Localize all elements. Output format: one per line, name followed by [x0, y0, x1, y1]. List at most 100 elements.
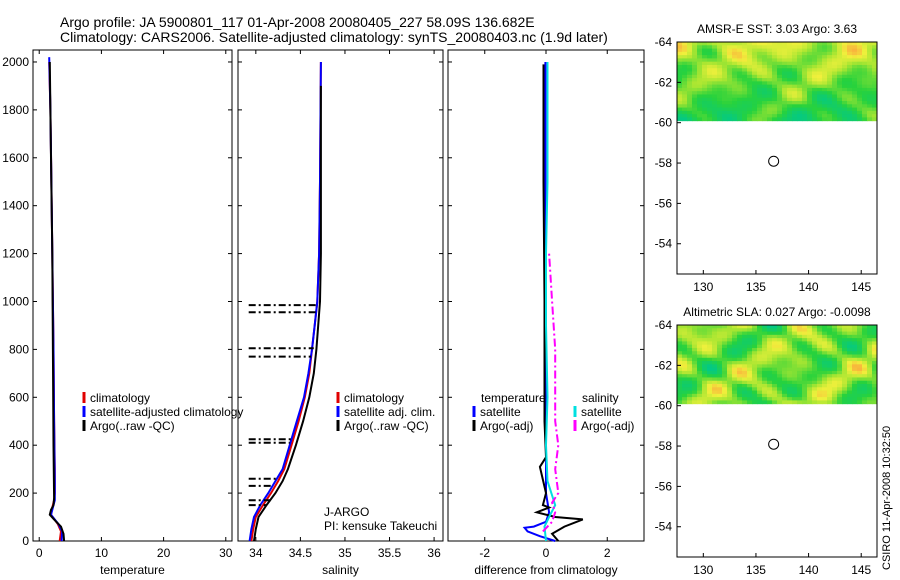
sst-cell [692, 61, 698, 66]
sst-cell [862, 58, 868, 63]
sla-cell [682, 390, 688, 395]
sst-cell [812, 114, 818, 118]
sst-cell [807, 42, 813, 46]
sla-cell [872, 374, 878, 378]
sla-cell [802, 390, 808, 395]
sst-cell [702, 42, 708, 46]
sla-cell [837, 357, 843, 362]
sst-cell [842, 91, 848, 95]
sst-cell [872, 48, 878, 53]
sla-cell [772, 397, 778, 401]
sst-cell [782, 81, 788, 86]
sla-cell [852, 341, 858, 346]
sla-cell [772, 351, 778, 356]
sst-cell [702, 68, 708, 73]
sst-cell [792, 94, 798, 99]
sst-cell [812, 48, 818, 53]
sst-cell [792, 117, 798, 122]
sla-cell [872, 328, 878, 333]
sst-cell [692, 81, 698, 86]
sst-cell [862, 87, 868, 92]
sst-cell [742, 51, 748, 56]
sla-cell [687, 380, 693, 385]
sst-cell [767, 58, 773, 63]
sla-cell [807, 354, 813, 359]
sla-cell [847, 387, 853, 392]
sla-cell [872, 364, 878, 369]
sst-cell [837, 78, 843, 82]
sst-cell [737, 110, 743, 115]
sla-cell [727, 393, 733, 398]
sla-cell [712, 370, 718, 375]
sla-cell [742, 374, 748, 378]
sla-cell [762, 361, 768, 365]
sla-cell [742, 370, 748, 375]
sla-cell [762, 370, 768, 375]
sla-cell [762, 354, 768, 359]
sst-cell [852, 42, 858, 46]
sla-cell [712, 393, 718, 398]
sst-cell [837, 84, 843, 89]
sst-cell [822, 64, 828, 69]
sla-cell [737, 397, 743, 401]
sst-cell [722, 101, 728, 105]
sst-cell [867, 110, 873, 115]
sla-cell [787, 334, 793, 339]
sla-cell [872, 400, 878, 405]
sst-cell [727, 107, 733, 112]
sst-cell [812, 42, 818, 46]
sla-cell [817, 334, 823, 339]
sla-cell [742, 387, 748, 392]
sst-cell [687, 87, 693, 92]
salinity-xtick-label: 35 [338, 546, 352, 560]
sst-cell [722, 51, 728, 56]
sla-cell [707, 364, 713, 369]
sst-cell [867, 97, 873, 102]
sst-cell [837, 74, 843, 79]
sla-cell [747, 354, 753, 359]
sst-cell [747, 104, 753, 109]
sst-cell [852, 114, 858, 118]
sst-cell [837, 114, 843, 118]
sla-cell [677, 393, 683, 398]
sla-cell [707, 341, 713, 346]
sst-cell [832, 114, 838, 118]
sla-cell [847, 397, 853, 401]
sla-cell [852, 374, 858, 378]
sst-cell [827, 61, 833, 66]
sla-cell [842, 380, 848, 385]
sst-cell [747, 91, 753, 95]
sst-cell [717, 58, 723, 63]
sst-cell [777, 68, 783, 73]
sst-cell [817, 94, 823, 99]
sst-cell [687, 74, 693, 79]
sst-cell [772, 114, 778, 118]
sla-cell [872, 325, 878, 329]
sst-cell [707, 101, 713, 105]
sla-cell [777, 351, 783, 356]
sla-cell [717, 364, 723, 369]
sst-cell [867, 55, 873, 59]
sla-cell [727, 380, 733, 385]
sst-cell [817, 55, 823, 59]
sla-cell [807, 390, 813, 395]
sst-cell [762, 45, 768, 50]
sst-cell [827, 87, 833, 92]
sla-cell [697, 347, 703, 352]
sla-cell [787, 390, 793, 395]
sst-cell [797, 78, 803, 82]
sla-cell [847, 328, 853, 333]
sla-cell [727, 377, 733, 382]
sst-cell [787, 68, 793, 73]
sla-cell [677, 370, 683, 375]
sst-cell [737, 84, 743, 89]
sla-cell [677, 357, 683, 362]
sst-cell [732, 101, 738, 105]
sst-cell [842, 45, 848, 50]
sst-cell [692, 71, 698, 76]
sst-cell [807, 110, 813, 115]
sst-cell [712, 64, 718, 69]
sst-cell [807, 45, 813, 50]
sla-cell [872, 341, 878, 346]
sla-cell [857, 351, 863, 356]
